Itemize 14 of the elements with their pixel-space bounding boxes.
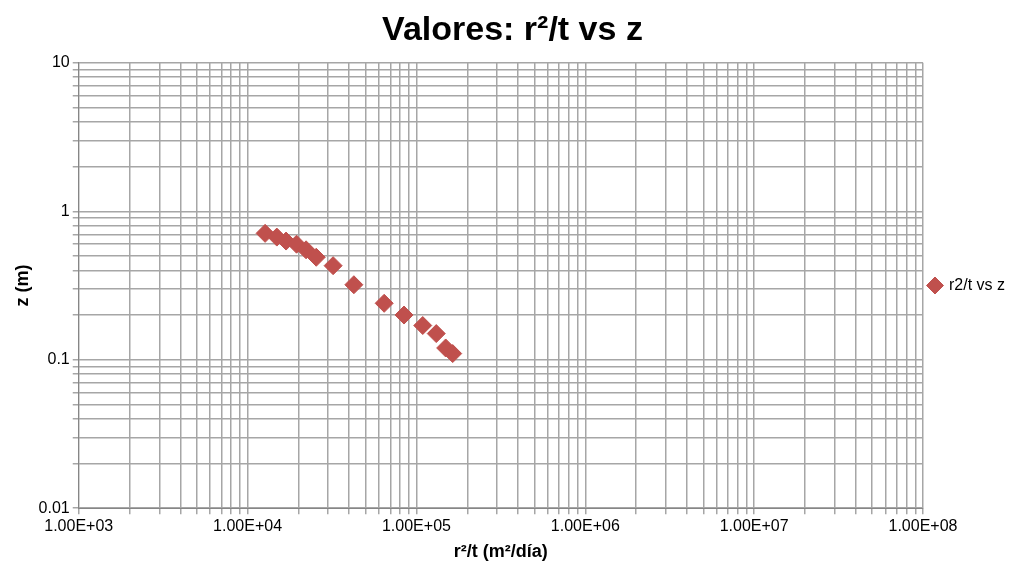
x-tick-label: 1.00E+03 xyxy=(44,517,114,535)
x-tick-label: 1.00E+05 xyxy=(381,517,452,535)
x-tick-label: 1.00E+04 xyxy=(213,517,283,535)
x-tick-label: 1.00E+06 xyxy=(550,517,620,535)
y-axis-title: z (m) xyxy=(11,264,32,307)
x-tick-label: 1.00E+08 xyxy=(888,517,958,535)
y-tick-label: 0.1 xyxy=(47,350,70,368)
x-tick-label: 1.00E+07 xyxy=(719,517,789,535)
chart-title: Valores: r²/t vs z xyxy=(382,8,643,47)
x-axis-title: r²/t (m²/día) xyxy=(453,541,548,562)
legend-label: r2/t vs z xyxy=(948,275,1006,293)
y-tick-label: 0.01 xyxy=(38,498,70,516)
y-tick-label: 1 xyxy=(60,201,70,219)
y-tick-label: 10 xyxy=(51,53,70,71)
